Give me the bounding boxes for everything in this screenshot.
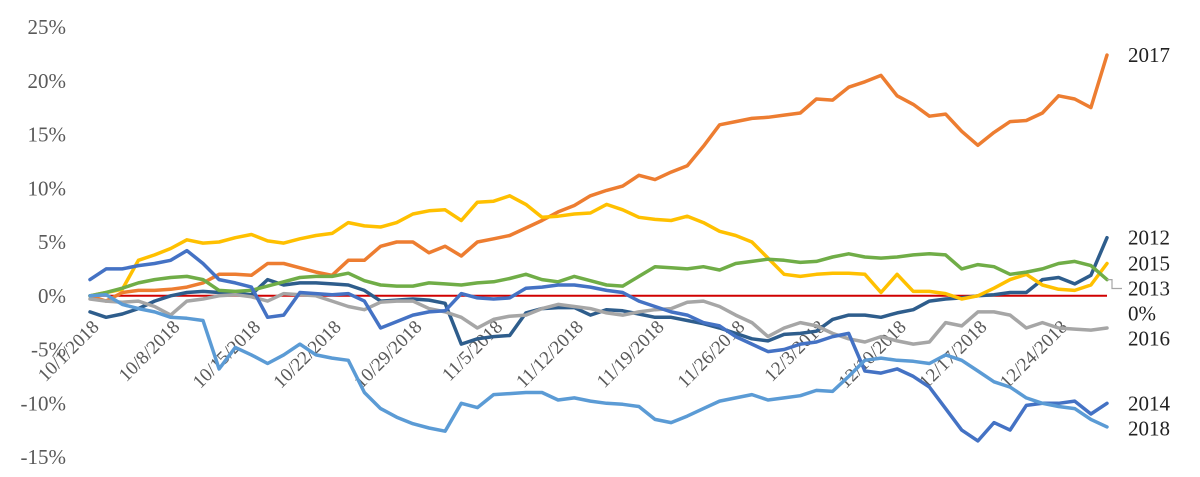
series-end-label: 2012 [1128, 226, 1170, 250]
y-tick-label: 20% [28, 69, 67, 93]
x-axis: 10/1/2018 10/8/2018 10/15/2018 10/22/2018 10… [34, 317, 1072, 393]
x-tick-label: 12/17/2018 [915, 317, 991, 393]
series-end-label: 2017 [1128, 43, 1170, 67]
y-tick-label: 5% [38, 230, 66, 254]
y-tick-label: 25% [28, 15, 67, 39]
x-tick-label: 11/19/2018 [593, 317, 669, 393]
series-line-2014 [88, 248, 1109, 443]
y-tick-label: -5% [31, 338, 66, 362]
y-tick-label: -10% [21, 391, 67, 415]
x-tick-label: 11/26/2018 [674, 317, 750, 393]
x-tick-label: 11/5/2018 [438, 317, 507, 386]
series-end-label: 2018 [1128, 416, 1170, 440]
y-tick-label: 15% [28, 123, 67, 147]
series-end-label: 2016 [1128, 327, 1170, 351]
series-line-2018 [88, 292, 1109, 433]
x-tick-label: 10/8/2018 [115, 317, 184, 386]
y-tick-label: -15% [21, 445, 67, 469]
series-end-label: 0% [1128, 302, 1156, 326]
series-line-2017 [88, 53, 1109, 303]
series-line-2015 [88, 194, 1109, 301]
y-tick-label: 0% [38, 284, 66, 308]
x-tick-label: 11/12/2018 [512, 317, 588, 393]
series-end-label: 2013 [1128, 277, 1170, 301]
x-tick-label: 10/29/2018 [350, 317, 426, 393]
label-leader-line [1107, 279, 1122, 290]
series-lines [88, 53, 1109, 443]
x-tick-label: 12/10/2018 [835, 317, 911, 393]
series-line-2013 [88, 252, 1109, 298]
series-end-label: 2014 [1128, 391, 1171, 415]
y-axis: 25% 20% 15% 10% 5% 0% -5% -10% -15% [21, 15, 67, 469]
series-end-label: 2015 [1128, 252, 1170, 276]
y-tick-label: 10% [28, 176, 67, 200]
